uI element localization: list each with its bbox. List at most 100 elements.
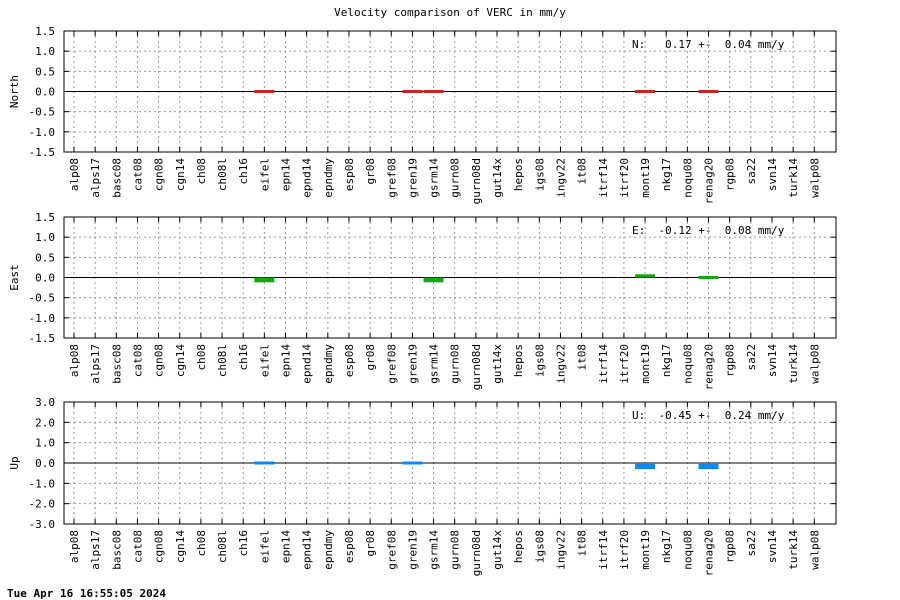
x-tick-label: rgp08 (724, 344, 737, 377)
x-tick-label: rgp08 (724, 530, 737, 563)
x-tick-label: cat08 (131, 344, 144, 377)
x-tick-label: epndmy (322, 344, 335, 384)
x-tick-label: sa22 (745, 158, 758, 185)
x-tick-label: ch08l (216, 158, 229, 191)
x-tick-label: igs08 (533, 530, 546, 563)
timestamp: Tue Apr 16 16:55:05 2024 (7, 587, 166, 600)
x-tick-label: gsrm14 (428, 530, 441, 570)
x-tick-label: hepos (512, 344, 525, 377)
x-tick-label: alps17 (89, 158, 102, 198)
x-tick-label: epndmy (322, 530, 335, 570)
x-tick-label: cgn14 (174, 158, 187, 191)
chart-title: Velocity comparison of VERC in mm/y (334, 6, 566, 19)
bar-eifel (254, 277, 275, 283)
x-tick-label: cat08 (131, 530, 144, 563)
x-tick-label: gut14x (491, 530, 504, 570)
x-tick-label: gr08 (364, 158, 377, 185)
x-tick-label: basc08 (110, 530, 123, 570)
x-tick-label: turk14 (787, 344, 800, 384)
y-tick-label: 0.0 (35, 272, 55, 285)
x-tick-label: igs08 (533, 158, 546, 191)
x-tick-label: esp08 (343, 530, 356, 563)
x-tick-label: gsrm14 (428, 344, 441, 384)
y-tick-label: 0.5 (35, 65, 55, 78)
bar-renag20 (698, 276, 719, 279)
x-tick-label: itrf14 (597, 158, 610, 198)
x-tick-label: nkg17 (660, 530, 673, 563)
x-tick-label: eifel (258, 158, 271, 191)
x-tick-label: gsrm14 (428, 158, 441, 198)
bar-renag20 (698, 90, 719, 93)
x-tick-label: noqu08 (681, 530, 694, 570)
x-tick-label: cgn14 (174, 344, 187, 377)
bar-eifel (254, 90, 275, 93)
x-tick-label: gren19 (406, 158, 419, 198)
x-tick-label: eifel (258, 344, 271, 377)
x-tick-label: ingv22 (554, 530, 567, 570)
y-tick-label: 1.0 (35, 437, 55, 450)
x-tick-label: igs08 (533, 344, 546, 377)
x-tick-label: renag20 (703, 530, 716, 576)
panel-east: 1.5 1.0 0.5 0.0 -0.5 -1.0 -1.5 alp08 alps17 basc0… (8, 211, 837, 390)
x-tick-label: it08 (576, 344, 589, 371)
x-tick-label: esp08 (343, 158, 356, 191)
y-tick-label: 1.0 (35, 45, 55, 58)
x-tick-label: epn14 (280, 158, 293, 191)
x-tick-label: nkg17 (660, 344, 673, 377)
x-tick-label: itrf20 (618, 530, 631, 570)
x-tick-label: alp08 (68, 344, 81, 377)
bar-gren19 (402, 461, 423, 465)
x-tick-label: ch08l (216, 344, 229, 377)
x-tick-label: gr08 (364, 344, 377, 371)
y-tick-label: -1.0 (29, 312, 56, 325)
x-tick-label: ch16 (237, 158, 250, 185)
x-tick-label: epnd14 (301, 158, 314, 198)
x-tick-label: esp08 (343, 344, 356, 377)
x-tick-label: ingv22 (554, 344, 567, 384)
x-tick-label: gren19 (406, 530, 419, 570)
bar-eifel (254, 461, 275, 465)
x-tick-label: sa22 (745, 344, 758, 371)
x-tick-label: sa22 (745, 530, 758, 557)
x-tick-label: mont19 (639, 344, 652, 384)
x-tick-label: gref08 (385, 344, 398, 384)
summary-annotation: E: -0.12 +- 0.08 mm/y (632, 224, 785, 237)
x-tick-label: cgn14 (174, 530, 187, 563)
x-tick-label: ch08 (195, 344, 208, 371)
bar-gren19 (402, 90, 423, 93)
x-tick-label: gurn08 (449, 158, 462, 198)
x-tick-label: itrf14 (597, 530, 610, 570)
y-tick-label: -3.0 (29, 518, 56, 531)
y-axis-label: North (8, 75, 21, 108)
x-tick-label: svn14 (766, 530, 779, 563)
summary-annotation: N: 0.17 +- 0.04 mm/y (632, 38, 785, 51)
y-tick-label: 0.0 (35, 457, 55, 470)
x-tick-label: hepos (512, 158, 525, 191)
panel-up: 3.0 2.0 1.0 0.0 -1.0 -2.0 -3.0 alp08 alps17 basc0… (8, 396, 837, 576)
x-tick-label: ch16 (237, 344, 250, 371)
x-tick-label: epnd14 (301, 530, 314, 570)
y-tick-label: -2.0 (29, 498, 56, 511)
x-tick-label: nkg17 (660, 158, 673, 191)
x-tick-label: gut14x (491, 158, 504, 198)
x-tick-label: itrf14 (597, 344, 610, 384)
x-tick-label: alp08 (68, 530, 81, 563)
x-tick-label: ch16 (237, 530, 250, 557)
y-tick-label: -1.0 (29, 477, 56, 490)
x-tick-label: gurn08d (470, 530, 483, 576)
x-tick-label: mont19 (639, 158, 652, 198)
x-tick-label: it08 (576, 158, 589, 185)
x-tick-label: cgn08 (153, 344, 166, 377)
y-tick-label: -0.5 (29, 292, 56, 305)
bar-renag20 (698, 463, 719, 470)
x-tick-label: gr08 (364, 530, 377, 557)
summary-annotation: U: -0.45 +- 0.24 mm/y (632, 409, 785, 422)
x-tick-label: alps17 (89, 344, 102, 384)
plot-frame (63, 30, 837, 153)
x-tick-label: eifel (258, 530, 271, 563)
x-tick-label: walp08 (808, 344, 821, 384)
x-tick-label: renag20 (703, 158, 716, 204)
y-tick-label: 3.0 (35, 396, 55, 409)
